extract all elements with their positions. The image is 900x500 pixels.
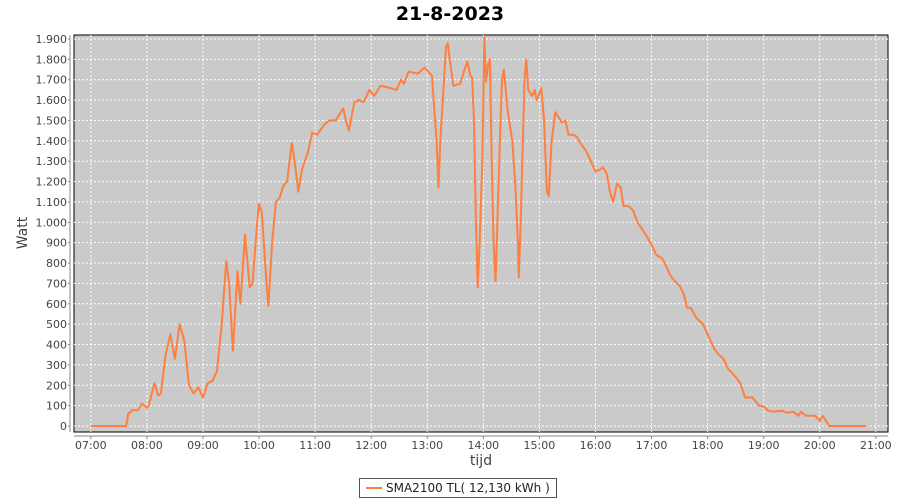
y-tick-label: 1.900 bbox=[36, 33, 68, 46]
x-tick-label: 07:00 bbox=[75, 439, 107, 452]
y-tick-label: 1.600 bbox=[36, 94, 68, 107]
y-tick-label: 1.800 bbox=[36, 53, 68, 66]
legend-label: SMA2100 TL( 12,130 kWh ) bbox=[386, 481, 550, 495]
y-tick-label: 1.100 bbox=[36, 196, 68, 209]
x-tick-label: 11:00 bbox=[299, 439, 331, 452]
x-tick-label: 13:00 bbox=[411, 439, 443, 452]
x-tick-label: 18:00 bbox=[692, 439, 724, 452]
x-tick-label: 17:00 bbox=[636, 439, 668, 452]
series-line bbox=[90, 36, 867, 427]
y-tick-label: 700 bbox=[46, 277, 67, 290]
chart-title: 21-8-2023 bbox=[395, 3, 505, 25]
y-tick-label: 1.200 bbox=[36, 176, 68, 189]
y-tick-label: 1.700 bbox=[36, 74, 68, 87]
plot-area bbox=[73, 34, 889, 433]
y-tick-label: 1.400 bbox=[36, 135, 68, 148]
x-axis: 07:00 08:00 09:00 10:00 11:00 12:00 13:00 14:00… bbox=[74, 435, 892, 452]
x-tick-label: 19:00 bbox=[748, 439, 780, 452]
x-tick-label: 10:00 bbox=[243, 439, 275, 452]
y-tick-label: 1.500 bbox=[36, 114, 68, 127]
y-tick-label: 300 bbox=[46, 359, 67, 372]
y-axis: 0 100 200 300 400 500 600 700 800 900 1.000 1.100 1.… bbox=[36, 33, 71, 433]
legend-swatch bbox=[366, 487, 382, 489]
y-tick-label: 1.000 bbox=[36, 216, 68, 229]
x-tick-label: 16:00 bbox=[580, 439, 612, 452]
x-tick-label: 14:00 bbox=[467, 439, 499, 452]
x-tick-label: 12:00 bbox=[355, 439, 387, 452]
y-tick-label: 600 bbox=[46, 298, 67, 311]
y-tick-label: 400 bbox=[46, 339, 67, 352]
x-tick-label: 20:00 bbox=[804, 439, 836, 452]
x-tick-label: 09:00 bbox=[187, 439, 219, 452]
x-tick-label: 21:00 bbox=[860, 439, 892, 452]
y-tick-label: 800 bbox=[46, 257, 67, 270]
y-axis-label: Watt bbox=[15, 216, 31, 249]
y-tick-label: 0 bbox=[60, 420, 67, 433]
y-tick-label: 1.300 bbox=[36, 155, 68, 168]
x-axis-label: tijd bbox=[470, 453, 492, 469]
y-tick-label: 100 bbox=[46, 400, 67, 413]
x-tick-label: 08:00 bbox=[131, 439, 163, 452]
x-tick-label: 15:00 bbox=[524, 439, 556, 452]
legend: SMA2100 TL( 12,130 kWh ) bbox=[359, 478, 557, 498]
y-tick-label: 900 bbox=[46, 237, 67, 250]
y-tick-label: 500 bbox=[46, 318, 67, 331]
y-tick-label: 200 bbox=[46, 379, 67, 392]
